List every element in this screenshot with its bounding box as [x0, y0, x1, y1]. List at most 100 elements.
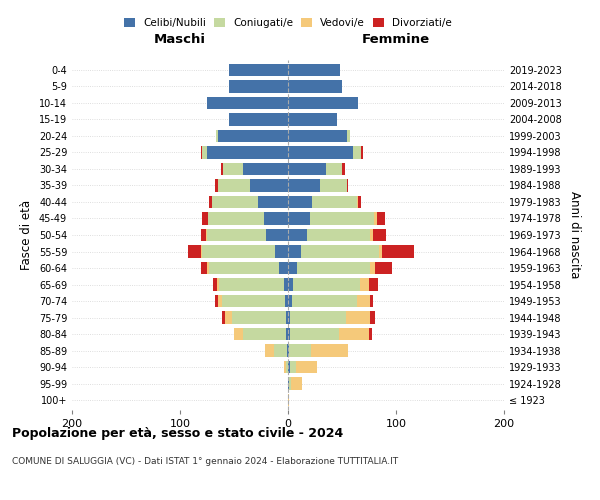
Bar	[218, 130, 288, 142]
Bar	[208, 212, 264, 224]
Bar	[288, 262, 296, 274]
Bar	[307, 229, 370, 241]
Bar	[377, 212, 385, 224]
Bar	[212, 196, 258, 208]
Bar	[285, 295, 288, 307]
Bar	[288, 378, 289, 390]
Bar	[346, 312, 370, 324]
Bar	[202, 146, 207, 158]
Bar	[234, 328, 242, 340]
Bar	[357, 295, 370, 307]
Bar	[288, 212, 310, 224]
Bar	[287, 344, 288, 357]
Bar	[219, 278, 284, 290]
Bar	[357, 196, 358, 208]
Bar	[292, 295, 357, 307]
Bar	[218, 295, 222, 307]
Bar	[242, 163, 288, 175]
Bar	[288, 196, 312, 208]
Bar	[370, 262, 376, 274]
Bar	[296, 361, 317, 374]
Bar	[288, 361, 290, 374]
Bar	[280, 262, 288, 274]
Bar	[286, 312, 288, 324]
Bar	[288, 394, 289, 406]
Bar	[382, 246, 415, 258]
Bar	[215, 130, 218, 142]
Bar	[290, 361, 296, 374]
Bar	[370, 295, 373, 307]
Bar	[289, 344, 311, 357]
Bar	[275, 246, 288, 258]
Bar	[215, 295, 218, 307]
Y-axis label: Fasce di età: Fasce di età	[20, 200, 33, 270]
Bar	[214, 278, 217, 290]
Text: Femmine: Femmine	[362, 33, 430, 46]
Bar	[206, 229, 207, 241]
Bar	[215, 180, 218, 192]
Bar	[264, 212, 288, 224]
Bar	[266, 229, 288, 241]
Bar	[290, 312, 346, 324]
Bar	[291, 378, 302, 390]
Bar	[202, 246, 275, 258]
Bar	[200, 229, 206, 241]
Bar	[288, 229, 307, 241]
Bar	[229, 64, 288, 76]
Bar	[326, 163, 342, 175]
Bar	[226, 312, 232, 324]
Bar	[342, 163, 345, 175]
Bar	[361, 278, 369, 290]
Bar	[290, 328, 339, 340]
Bar	[296, 262, 370, 274]
Bar	[200, 262, 207, 274]
Bar	[288, 328, 290, 340]
Bar	[288, 146, 353, 158]
Bar	[207, 146, 288, 158]
Bar	[202, 212, 208, 224]
Bar	[207, 96, 288, 109]
Bar	[284, 361, 286, 374]
Bar	[209, 196, 212, 208]
Bar	[369, 328, 372, 340]
Bar	[288, 246, 301, 258]
Bar	[353, 146, 361, 158]
Bar	[376, 262, 392, 274]
Bar	[221, 163, 223, 175]
Bar	[223, 163, 242, 175]
Bar	[217, 278, 219, 290]
Bar	[242, 328, 286, 340]
Legend: Celibi/Nubili, Coniugati/e, Vedovi/e, Divorziati/e: Celibi/Nubili, Coniugati/e, Vedovi/e, Di…	[122, 16, 454, 30]
Bar	[358, 196, 361, 208]
Bar	[288, 163, 326, 175]
Bar	[374, 212, 377, 224]
Bar	[265, 344, 274, 357]
Bar	[188, 246, 200, 258]
Text: Popolazione per età, sesso e stato civile - 2024: Popolazione per età, sesso e stato civil…	[12, 428, 343, 440]
Bar	[361, 146, 362, 158]
Bar	[258, 196, 288, 208]
Bar	[222, 295, 285, 307]
Bar	[250, 180, 288, 192]
Bar	[288, 180, 320, 192]
Bar	[288, 96, 358, 109]
Bar	[288, 64, 340, 76]
Bar	[229, 113, 288, 126]
Bar	[301, 246, 379, 258]
Bar	[232, 312, 286, 324]
Bar	[286, 328, 288, 340]
Y-axis label: Anni di nascita: Anni di nascita	[568, 192, 581, 278]
Bar	[229, 80, 288, 92]
Bar	[222, 312, 226, 324]
Bar	[288, 295, 292, 307]
Bar	[379, 246, 382, 258]
Bar	[373, 229, 386, 241]
Bar	[293, 278, 361, 290]
Bar	[347, 180, 349, 192]
Bar	[289, 378, 291, 390]
Bar	[288, 113, 337, 126]
Bar	[288, 312, 290, 324]
Bar	[207, 262, 209, 274]
Bar	[339, 328, 369, 340]
Bar	[200, 246, 202, 258]
